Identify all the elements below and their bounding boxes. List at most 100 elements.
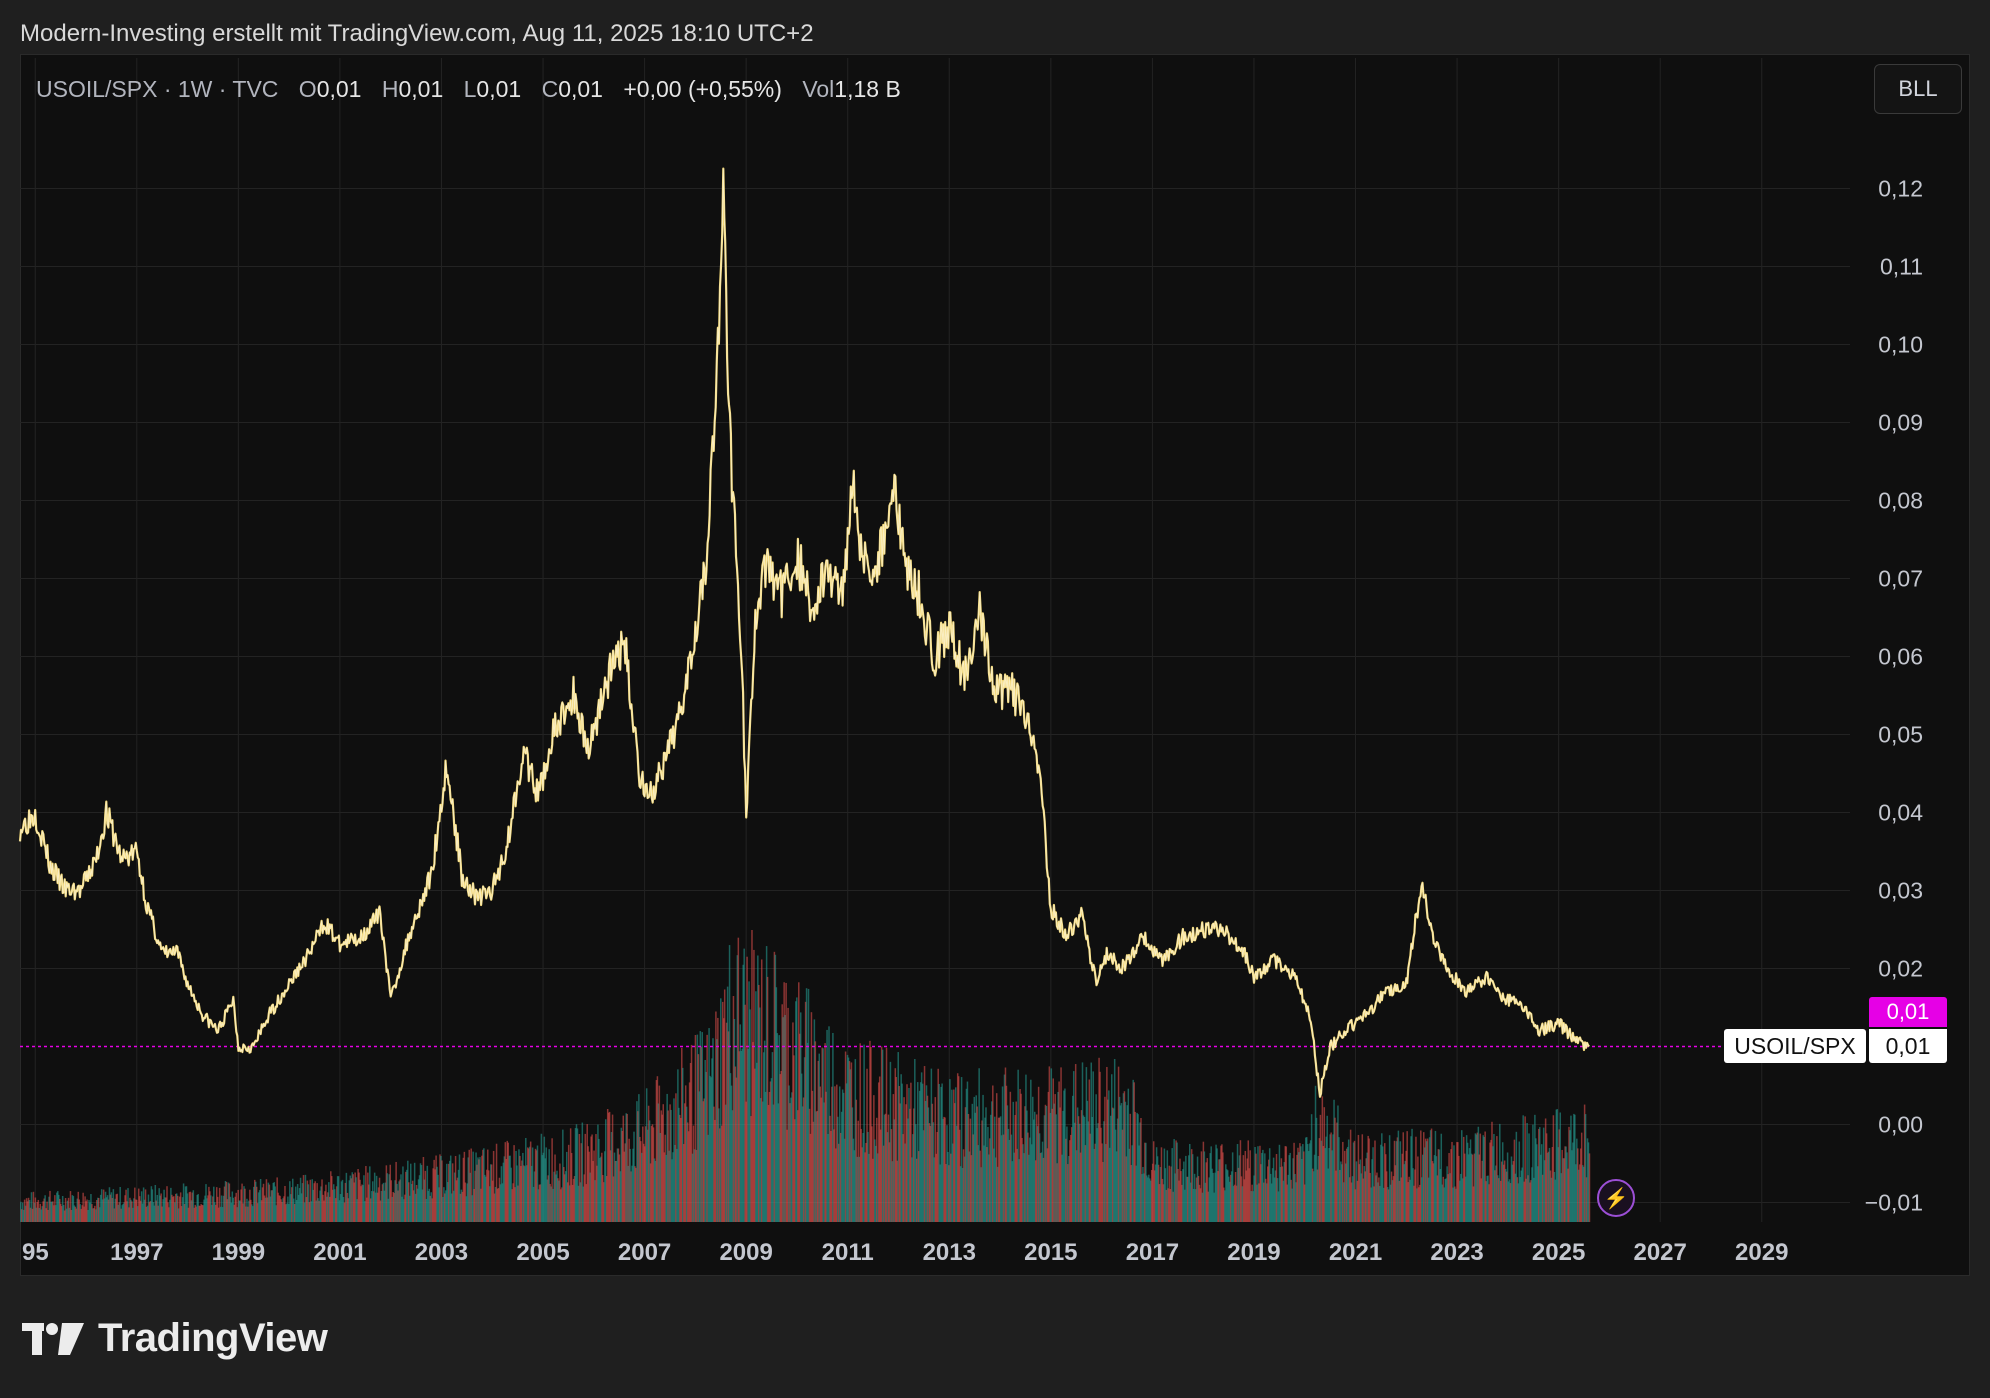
volume-bar bbox=[556, 1170, 558, 1222]
chart-panel[interactable] bbox=[20, 54, 1970, 1276]
volume-bar bbox=[1162, 1184, 1165, 1222]
scale-mode-button[interactable]: BLL bbox=[1874, 64, 1962, 114]
volume-bar bbox=[488, 1186, 491, 1222]
volume-bar bbox=[1422, 1154, 1424, 1222]
volume-bar bbox=[136, 1206, 139, 1222]
volume-bar bbox=[503, 1156, 506, 1222]
volume-bar bbox=[214, 1204, 217, 1222]
volume-bar bbox=[1506, 1152, 1509, 1222]
volume-bar bbox=[194, 1204, 197, 1222]
volume-bar bbox=[1528, 1133, 1530, 1222]
volume-bar bbox=[230, 1202, 233, 1222]
volume-bar bbox=[1573, 1113, 1575, 1222]
volume-bar bbox=[955, 1125, 958, 1222]
volume-bar bbox=[1047, 1091, 1050, 1222]
volume-bar bbox=[541, 1155, 544, 1222]
y-tick-label: 0,09 bbox=[1878, 410, 1923, 436]
volume-bar bbox=[97, 1197, 100, 1222]
volume-bar bbox=[235, 1192, 237, 1222]
volume-bar bbox=[1464, 1176, 1467, 1222]
volume-bar bbox=[24, 1205, 27, 1222]
volume-bar bbox=[234, 1196, 236, 1222]
volume-bar bbox=[641, 1152, 643, 1222]
volume-bar bbox=[628, 1138, 630, 1222]
volume-bar bbox=[224, 1181, 227, 1222]
volume-bar bbox=[1173, 1139, 1175, 1222]
volume-bar bbox=[409, 1163, 412, 1222]
volume-bar bbox=[199, 1205, 201, 1222]
volume-bar bbox=[1154, 1164, 1157, 1222]
volume-bar bbox=[403, 1199, 405, 1222]
legend-symbol[interactable]: USOIL/SPX · 1W · TVC bbox=[36, 76, 279, 102]
volume-bar bbox=[561, 1187, 563, 1222]
legend-vol-label: Vol bbox=[802, 76, 835, 102]
volume-bar bbox=[950, 1153, 952, 1222]
tradingview-logo[interactable]: TradingView bbox=[22, 1316, 328, 1361]
volume-bar bbox=[1563, 1158, 1565, 1222]
volume-bar bbox=[614, 1160, 617, 1222]
volume-bar bbox=[975, 1095, 977, 1222]
volume-bar bbox=[369, 1166, 371, 1222]
volume-bar bbox=[1310, 1114, 1313, 1222]
volume-bar bbox=[417, 1179, 420, 1222]
volume-bar bbox=[1500, 1180, 1502, 1222]
volume-bar bbox=[832, 1032, 834, 1222]
volume-bar bbox=[299, 1177, 302, 1222]
volume-bar bbox=[1500, 1161, 1503, 1222]
volume-bar bbox=[428, 1188, 431, 1222]
volume-bar bbox=[515, 1150, 517, 1222]
volume-bar bbox=[152, 1202, 155, 1222]
volume-bar bbox=[146, 1205, 149, 1222]
volume-bar bbox=[664, 1134, 666, 1222]
volume-bar bbox=[900, 1074, 902, 1222]
volume-bar bbox=[1052, 1078, 1054, 1222]
volume-bar bbox=[766, 976, 769, 1222]
volume-bar bbox=[815, 1111, 818, 1222]
volume-bar bbox=[419, 1163, 422, 1222]
volume-bar bbox=[707, 1134, 709, 1222]
volume-bar bbox=[1159, 1167, 1162, 1222]
volume-bar bbox=[1292, 1158, 1294, 1222]
volume-bar bbox=[1347, 1139, 1350, 1222]
volume-bar bbox=[1529, 1182, 1531, 1222]
volume-bar bbox=[1143, 1173, 1145, 1222]
volume-bar bbox=[971, 1103, 974, 1222]
volume-bar bbox=[41, 1206, 43, 1222]
volume-bar bbox=[1360, 1173, 1363, 1222]
volume-bar bbox=[802, 1097, 805, 1222]
volume-bar bbox=[1447, 1174, 1449, 1222]
volume-bar bbox=[52, 1201, 54, 1222]
volume-bar bbox=[336, 1176, 339, 1222]
volume-bar bbox=[1419, 1184, 1421, 1222]
volume-bar bbox=[592, 1161, 594, 1222]
volume-bar bbox=[1103, 1121, 1105, 1222]
volume-bar bbox=[1119, 1105, 1122, 1222]
volume-bar bbox=[892, 1094, 895, 1222]
volume-bar bbox=[97, 1197, 99, 1222]
volume-bar bbox=[314, 1181, 316, 1222]
volume-bar bbox=[408, 1182, 410, 1222]
volume-bar bbox=[1057, 1091, 1059, 1222]
volume-bar bbox=[1017, 1069, 1019, 1222]
volume-bar bbox=[1501, 1142, 1504, 1222]
volume-bar bbox=[881, 1049, 884, 1222]
volume-bar bbox=[1422, 1132, 1425, 1222]
volume-bar bbox=[1026, 1110, 1028, 1222]
volume-bar bbox=[746, 956, 748, 1222]
volume-bar bbox=[1272, 1157, 1275, 1222]
volume-bar bbox=[73, 1205, 76, 1222]
volume-bar bbox=[242, 1203, 244, 1222]
volume-bar bbox=[385, 1165, 388, 1222]
volume-bar bbox=[265, 1179, 268, 1222]
volume-bar bbox=[1541, 1174, 1544, 1222]
volume-bar bbox=[335, 1186, 338, 1222]
volume-bar bbox=[757, 955, 759, 1222]
volume-bar bbox=[806, 1042, 809, 1222]
volume-bar bbox=[1354, 1189, 1357, 1222]
volume-bar bbox=[464, 1182, 467, 1222]
volume-bar bbox=[1450, 1149, 1452, 1222]
lightning-icon[interactable]: ⚡ bbox=[1597, 1179, 1635, 1217]
volume-bar bbox=[279, 1195, 281, 1222]
volume-bar bbox=[1539, 1154, 1542, 1222]
